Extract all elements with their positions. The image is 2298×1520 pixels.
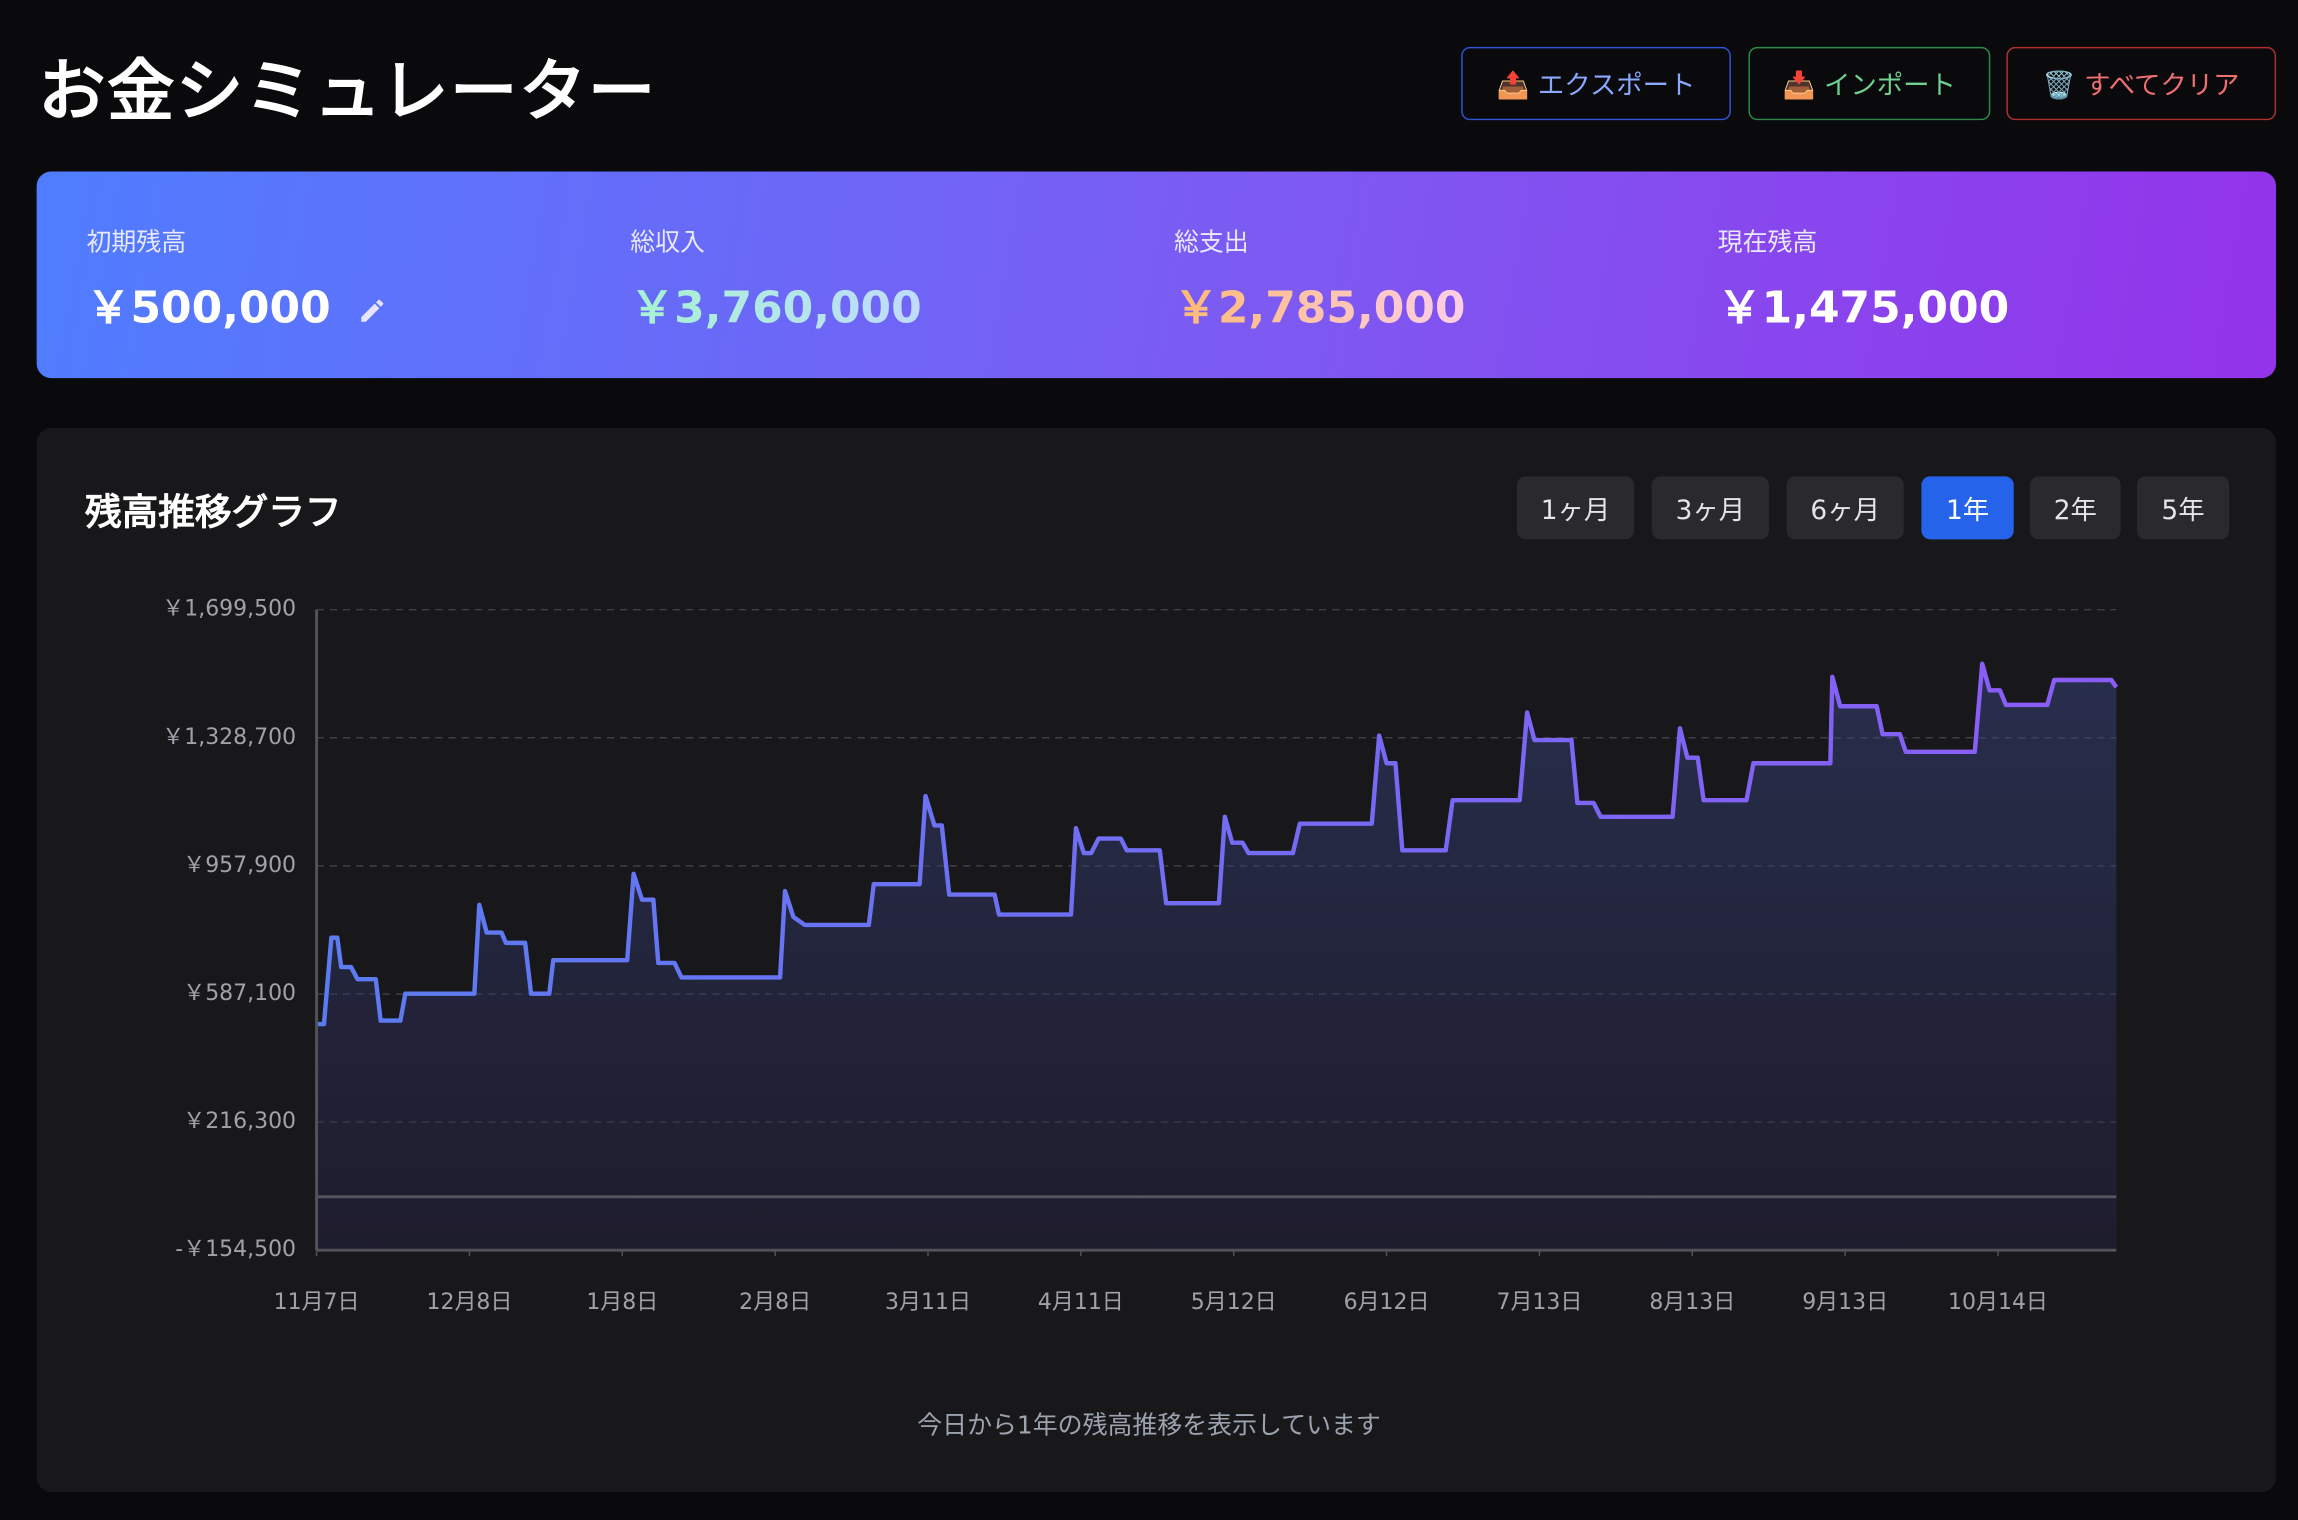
area-fill bbox=[316, 663, 2117, 1251]
chart-caption: 今日から1年の残高推移を表示しています bbox=[917, 1411, 1381, 1441]
app-title: お金シミュレーター bbox=[38, 51, 657, 131]
range-button[interactable]: 1ヶ月 bbox=[1516, 476, 1635, 540]
card-value: ￥2,785,000 bbox=[1174, 271, 1466, 335]
x-tick-label: 5月12日 bbox=[1191, 1290, 1277, 1315]
x-tick-label: 7月13日 bbox=[1496, 1290, 1582, 1315]
y-tick-label: ￥1,328,700 bbox=[162, 725, 296, 750]
range-button[interactable]: 6ヶ月 bbox=[1786, 476, 1904, 540]
x-tick-label: 10月14日 bbox=[1948, 1290, 2048, 1315]
y-tick-label: ￥587,100 bbox=[183, 981, 296, 1006]
x-tick-label: 12月8日 bbox=[426, 1290, 512, 1315]
card-value-text: ￥500,000 bbox=[86, 282, 331, 335]
card-value: ￥1,475,000 bbox=[1717, 282, 2010, 335]
x-tick-label: 8月13日 bbox=[1649, 1290, 1735, 1315]
range-button[interactable]: 5年 bbox=[2136, 476, 2230, 540]
x-tick-label: 3月11日 bbox=[885, 1290, 971, 1315]
y-tick-label: ￥216,300 bbox=[183, 1109, 296, 1134]
y-tick-label: ￥957,900 bbox=[183, 853, 296, 878]
edit-icon[interactable] bbox=[358, 295, 387, 324]
x-tick-label: 6月12日 bbox=[1344, 1290, 1430, 1315]
card-label: 現在残高 bbox=[1717, 228, 1818, 258]
import-button[interactable]: 📥 インポート bbox=[1748, 46, 1991, 121]
x-tick-label: 1月8日 bbox=[586, 1290, 658, 1315]
card-label: 初期残高 bbox=[86, 228, 187, 258]
x-tick-label: 2月8日 bbox=[739, 1290, 811, 1315]
x-tick-label: 9月13日 bbox=[1802, 1290, 1888, 1315]
range-button[interactable]: 2年 bbox=[2029, 476, 2121, 540]
summary-panel: 初期残高 ￥500,000 総収入 ￥3,760,000 総支出 ￥2,785,… bbox=[36, 171, 2277, 379]
balance-line bbox=[316, 661, 2119, 1027]
card-value: ￥3,760,000 bbox=[630, 271, 922, 335]
card-label: 総支出 bbox=[1173, 228, 1249, 258]
y-tick-label: ￥1,699,500 bbox=[162, 597, 296, 622]
card-value: ￥500,000 bbox=[86, 271, 387, 335]
y-tick-label: -￥154,500 bbox=[175, 1237, 296, 1262]
export-button[interactable]: 📤 エクスポート bbox=[1461, 46, 1731, 121]
range-button[interactable]: 1年 bbox=[1921, 476, 2014, 540]
clear-button[interactable]: 🗑️ すべてクリア bbox=[2006, 46, 2277, 121]
card-label: 総収入 bbox=[630, 228, 705, 258]
range-button[interactable]: 3ヶ月 bbox=[1651, 476, 1769, 540]
chart-title: 残高推移グラフ bbox=[85, 490, 342, 534]
x-tick-label: 4月11日 bbox=[1038, 1290, 1124, 1315]
x-tick-label: 11月7日 bbox=[274, 1290, 360, 1315]
